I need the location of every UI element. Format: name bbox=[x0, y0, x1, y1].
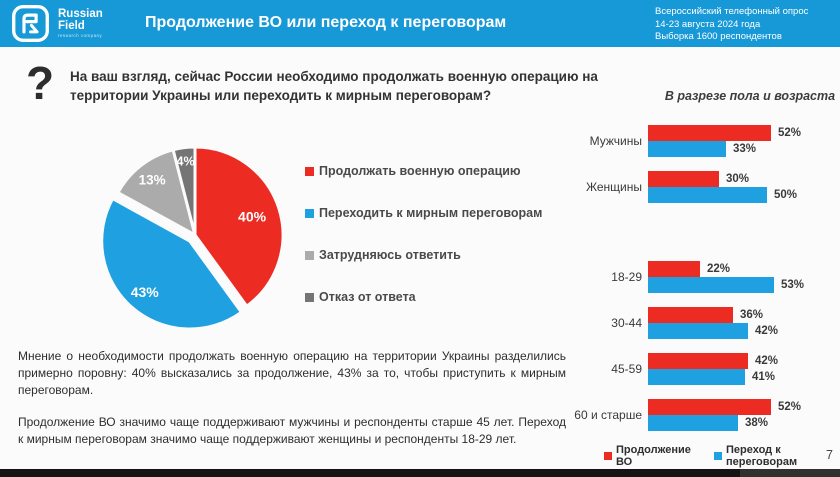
bar-value-label: 42% bbox=[755, 325, 779, 337]
bar-value-label: 33% bbox=[733, 143, 757, 155]
bar-segment-blue bbox=[648, 277, 774, 293]
header-bar: Russian Field research company Продолжен… bbox=[0, 0, 840, 47]
legend-swatch-icon bbox=[305, 293, 314, 302]
russian-field-logo-icon bbox=[12, 5, 49, 42]
legend-swatch-icon bbox=[305, 167, 314, 176]
legend-swatch-icon bbox=[305, 209, 314, 218]
survey-meta: Всероссийский телефонный опрос 14-23 авг… bbox=[655, 6, 808, 44]
bar-value-label: 36% bbox=[740, 309, 764, 321]
bar-chart: Мужчины 52% 33% Женщины 30% 50% 18-29 22% 53% 30-… bbox=[560, 118, 840, 440]
bar-segment-red bbox=[648, 307, 733, 323]
bottom-scrollbar-thumb[interactable] bbox=[740, 469, 840, 477]
survey-meta-line: Всероссийский телефонный опрос bbox=[655, 6, 809, 17]
bar-category-label: 30-44 bbox=[611, 316, 642, 330]
bar-category-label: Мужчины bbox=[589, 134, 642, 148]
pie-slice bbox=[100, 197, 243, 331]
legend-swatch-icon bbox=[714, 452, 723, 460]
bar-segment-red bbox=[648, 125, 771, 141]
pie-legend-item: Продолжать военную операцию bbox=[305, 164, 542, 182]
bar-value-label: 38% bbox=[745, 417, 769, 429]
summary-paragraph-2: Продолжение ВО значимо чаще поддерживают… bbox=[18, 415, 566, 446]
bar-segment-blue bbox=[648, 369, 745, 385]
bar-legend-item: Переход к переговорам bbox=[714, 444, 840, 468]
bar-value-label: 53% bbox=[781, 279, 805, 291]
bar-segment-blue bbox=[648, 187, 767, 203]
bar-category-label: 45-59 bbox=[611, 362, 642, 376]
bar-segment-red bbox=[648, 399, 771, 415]
pie-slice bbox=[171, 145, 197, 237]
pie-legend-item: Затрудняюсь ответить bbox=[305, 248, 542, 266]
pie-legend-label: Затрудняюсь ответить bbox=[319, 248, 461, 262]
bar-value-label: 50% bbox=[774, 189, 798, 201]
question-text: На ваш взгляд, сейчас России необходимо … bbox=[70, 69, 598, 103]
bar-segment-blue bbox=[648, 415, 738, 431]
legend-swatch-icon bbox=[604, 452, 612, 460]
pie-value-label: 40% bbox=[238, 208, 267, 224]
bar-category-label: 60 и старше bbox=[574, 408, 642, 422]
brand-name-line2: Field bbox=[58, 20, 85, 33]
bar-segment-red bbox=[648, 353, 748, 369]
brand-text: Russian Field research company bbox=[58, 8, 103, 39]
summary-paragraph-1: Мнение о необходимости продолжать военну… bbox=[18, 349, 566, 397]
pie-slice bbox=[116, 148, 197, 237]
pie-slice bbox=[193, 145, 285, 308]
bar-legend-label: Продолжение ВО bbox=[616, 444, 691, 468]
bar-value-label: 22% bbox=[707, 263, 731, 275]
brand-name-line1: Russian bbox=[58, 8, 103, 21]
bar-category-label: 18-29 bbox=[611, 270, 642, 284]
bar-segment-blue bbox=[648, 323, 748, 339]
bar-value-label: 52% bbox=[778, 127, 802, 139]
bar-value-label: 52% bbox=[778, 401, 802, 413]
brand-logo: Russian Field research company bbox=[10, 3, 103, 44]
bar-chart-title: В разрезе пола и возраста bbox=[664, 89, 836, 103]
page-number: 7 bbox=[826, 448, 833, 462]
bar-legend-label: Переход к переговорам bbox=[726, 444, 798, 468]
pie-legend-item: Переходить к мирным переговорам bbox=[305, 206, 542, 224]
bar-segment-red bbox=[648, 171, 719, 187]
slide-title: Продолжение ВО или переход к переговорам bbox=[145, 14, 507, 31]
bar-value-label: 30% bbox=[726, 173, 750, 185]
pie-legend-label: Продолжать военную операцию bbox=[319, 164, 521, 178]
pie-legend-label: Переходить к мирным переговорам bbox=[319, 206, 543, 220]
pie-value-label: 43% bbox=[131, 284, 160, 300]
pie-legend-item: Отказ от ответа bbox=[305, 290, 542, 308]
bar-chart-legend: Продолжение ВО Переход к переговорам bbox=[604, 444, 840, 468]
brand-tagline: research company bbox=[58, 33, 103, 39]
pie-legend: Продолжать военную операцию Переходить к … bbox=[305, 164, 542, 332]
pie-value-label: 13% bbox=[139, 173, 166, 188]
survey-meta-line: Выборка 1600 респондентов bbox=[655, 31, 782, 43]
survey-meta-line: 14-23 августа 2024 года bbox=[655, 18, 761, 30]
bar-segment-blue bbox=[648, 141, 726, 157]
bottom-scrollbar-track[interactable] bbox=[0, 469, 840, 477]
bar-category-label: Женщины bbox=[585, 180, 642, 194]
question-mark-icon: ? bbox=[26, 57, 55, 109]
bar-segment-red bbox=[648, 261, 700, 277]
legend-swatch-icon bbox=[305, 251, 314, 260]
pie-legend-label: Отказ от ответа bbox=[319, 290, 416, 304]
bar-value-label: 41% bbox=[752, 371, 776, 383]
pie-value-label: 4% bbox=[177, 155, 195, 169]
pie-chart: 40% 43% 13% 4% bbox=[100, 145, 285, 331]
bar-value-label: 42% bbox=[755, 355, 779, 367]
bar-legend-item: Продолжение ВО bbox=[604, 444, 699, 468]
